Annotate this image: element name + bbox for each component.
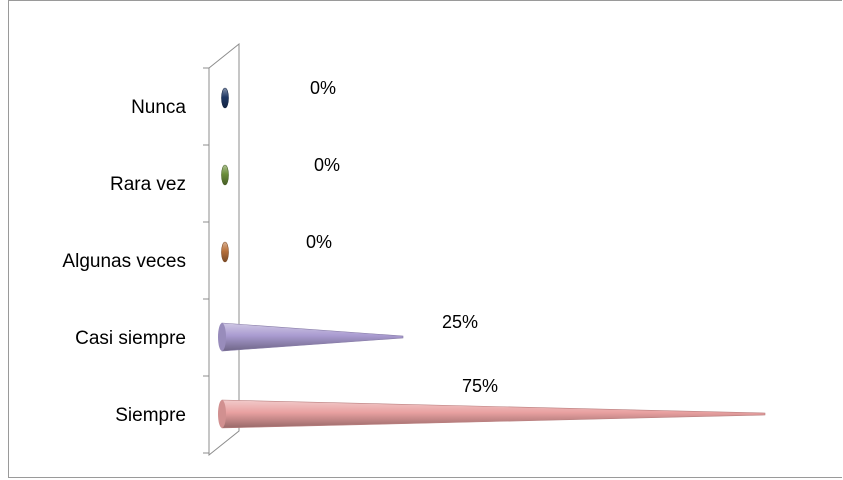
axis-wall [208,42,240,457]
value-label-nunca: 0% [310,78,336,98]
bar-siempre [221,399,766,429]
bar-casi-siempre [221,322,404,352]
category-axis [203,42,240,457]
value-label-rara-vez: 0% [314,155,340,175]
bar-casi-siempre-base [218,323,226,351]
category-label-casi-siempre: Casi siempre [75,328,186,349]
category-label-nunca: Nunca [131,97,186,118]
category-label-algunas-veces: Algunas veces [62,251,186,272]
category-label-siempre: Siempre [115,405,186,426]
bars-group [218,87,766,429]
value-label-algunas-veces: 0% [306,232,332,252]
value-label-casi-siempre: 25% [442,312,478,332]
category-label-rara-vez: Rara vez [110,174,186,195]
labels-group: Nunca 0% Rara vez 0% Algunas veces 0% Casi sie… [62,78,498,426]
value-label-siempre: 75% [462,376,498,396]
bar-nunca [221,87,229,109]
bar-siempre-base [218,400,226,428]
bar-algunas-veces [221,241,229,263]
chart-frame [8,0,842,478]
bar-rara-vez [221,164,229,186]
